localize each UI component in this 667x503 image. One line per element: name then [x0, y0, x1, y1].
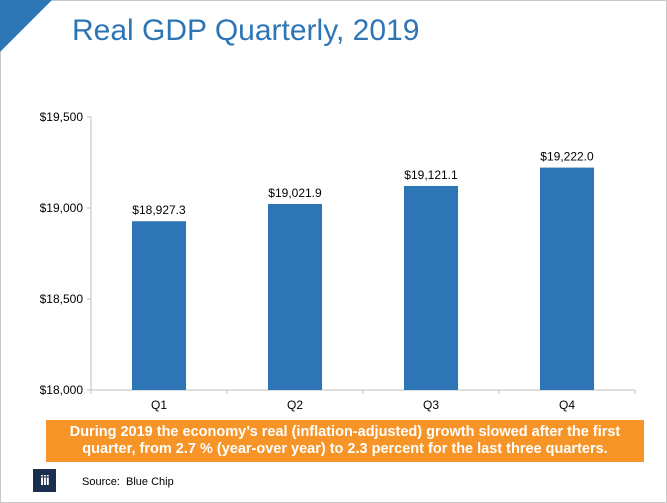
- bars: $18,927.3 $19,021.9 $19,121.1 $19,222.0: [132, 150, 594, 390]
- x-tick-label: Q4: [559, 398, 575, 412]
- x-tick-label: Q3: [423, 398, 439, 412]
- y-axis: $18,000 $18,500 $19,000 $19,500: [40, 110, 92, 397]
- bar-q2: [268, 204, 322, 390]
- x-tick-label: Q2: [287, 398, 303, 412]
- iii-logo-icon: iii: [33, 469, 56, 492]
- bar-q4: [540, 167, 594, 390]
- bar-q3: [404, 185, 458, 390]
- y-tick-label: $19,000: [40, 201, 84, 215]
- source-note: Source: Blue Chip: [82, 476, 174, 488]
- callout-text: During 2019 the economy’s real (inflatio…: [69, 424, 621, 457]
- x-axis: Q1 Q2 Q3 Q4: [87, 389, 636, 412]
- y-tick-label: $18,000: [40, 383, 84, 397]
- bar-q1: [132, 221, 186, 390]
- x-tick-label: Q1: [151, 398, 167, 412]
- data-label: $19,021.9: [268, 186, 322, 200]
- y-tick-label: $18,500: [40, 292, 84, 306]
- y-tick-label: $19,500: [40, 110, 84, 124]
- data-label: $19,222.0: [540, 150, 594, 164]
- data-label: $18,927.3: [132, 203, 186, 217]
- slide-title: Real GDP Quarterly, 2019: [72, 14, 420, 47]
- callout-box: During 2019 the economy’s real (inflatio…: [46, 420, 644, 462]
- data-label: $19,121.1: [404, 168, 458, 182]
- bar-chart: $18,000 $18,500 $19,000 $19,500 Q1 Q2 Q3 Q4 $1…: [40, 110, 636, 412]
- corner-triangle-decoration: [0, 0, 52, 52]
